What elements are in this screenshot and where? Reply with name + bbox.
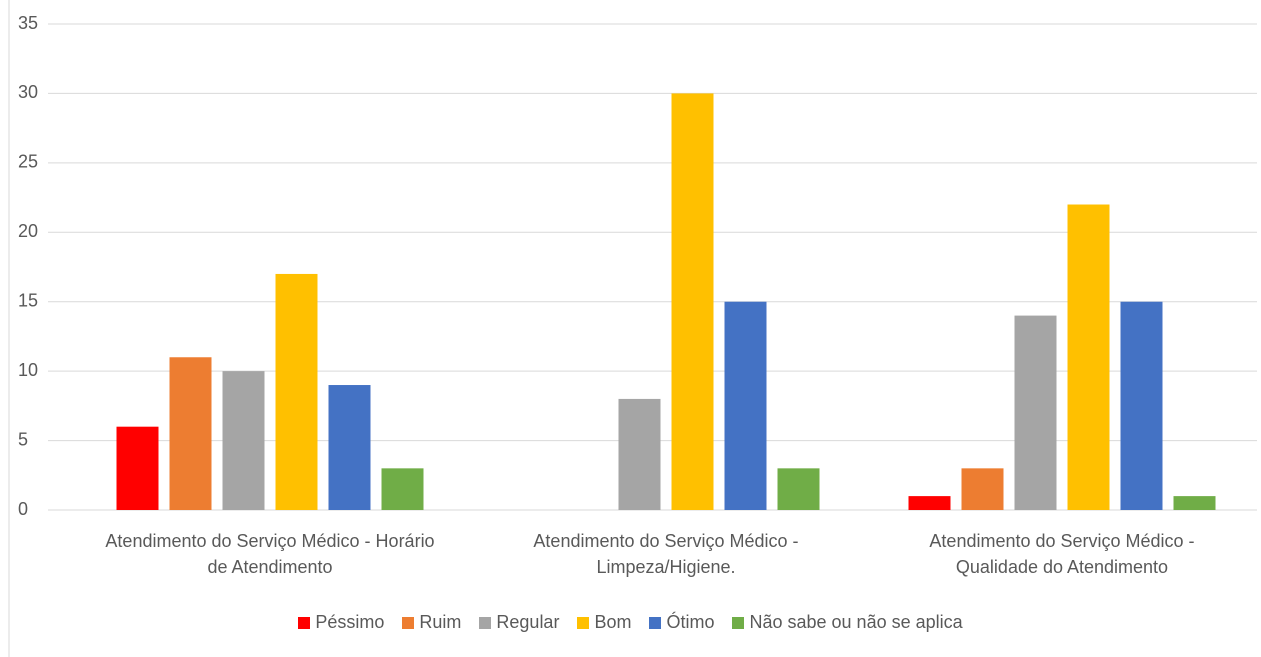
x-tick-label: Atendimento do Serviço Médico - Qualidad… [929,531,1195,577]
bar [328,385,371,510]
legend-label: Ótimo [666,612,715,632]
legend-swatch [732,616,745,629]
legend-item: Não sabe ou não se aplica [732,612,963,633]
legend: Péssimo Ruim Regular Bom Ótimo Não sabe ou nã… [0,612,1261,633]
legend-swatch [577,616,590,629]
bar [169,357,212,510]
x-tick-label: Atendimento do Serviço Médico - Limpeza/… [533,531,799,577]
y-tick-label: 30 [18,82,38,102]
y-tick-label: 10 [18,360,38,380]
legend-label: Ruim [419,612,462,632]
bar [1014,315,1057,510]
bar [777,468,820,510]
y-tick-label: 20 [18,221,38,241]
legend-swatch [402,616,415,629]
legend-swatch [479,616,492,629]
bar [1120,301,1163,510]
y-tick-label: 5 [18,429,28,449]
legend-swatch [649,616,662,629]
legend-item: Bom [577,612,631,633]
legend-item: Ruim [402,612,461,633]
y-tick-label: 15 [18,290,38,310]
legend-label: Bom [594,612,632,632]
bar [671,93,714,510]
legend-item: Ótimo [649,612,714,633]
legend-label: Não sabe ou não se aplica [749,612,963,632]
legend-label: Regular [496,612,560,632]
bar [381,468,424,510]
bar [961,468,1004,510]
bar [1067,204,1110,510]
bar [908,496,951,510]
bar [222,371,265,510]
legend-item: Regular [479,612,559,633]
bar [618,398,661,510]
x-tick-label: Atendimento do Serviço Médico - Horário … [105,531,435,577]
bar [1173,496,1216,510]
bar [724,301,767,510]
legend-swatch [298,616,311,629]
bar [275,273,318,510]
y-tick-label: 0 [18,499,28,519]
legend-item: Péssimo [298,612,384,633]
y-tick-label: 25 [18,152,38,172]
bar [116,426,159,510]
legend-label: Péssimo [315,612,385,632]
y-tick-label: 35 [18,13,38,33]
